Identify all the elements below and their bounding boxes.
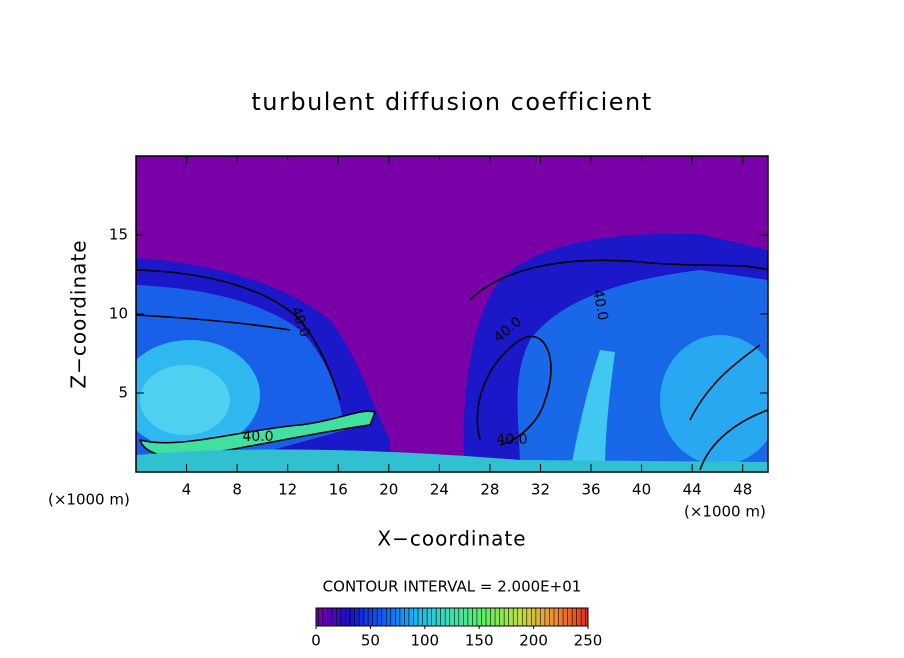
x-unit-label: (×1000 m) (48, 491, 130, 509)
colorbar-tick-label: 250 (574, 632, 603, 650)
contour-interval: CONTOUR INTERVAL = 2.000E+01 (323, 578, 582, 596)
field-region (660, 335, 768, 465)
x-tick-label: 20 (379, 481, 398, 499)
x-tick-label: 4 (182, 481, 192, 499)
field-region (570, 350, 615, 472)
x-tick-label: 36 (581, 481, 600, 499)
colorbar-tick-label: 150 (465, 632, 494, 650)
colorbar-tick-label: 50 (361, 632, 380, 650)
field-region (140, 365, 230, 435)
x-tick-label: 44 (683, 481, 702, 499)
contour-label: 40.0 (589, 288, 610, 321)
y-axis-label: Z−coordinate (67, 239, 91, 388)
contour-lines (136, 259, 768, 471)
colorbar-tick-label: 0 (311, 632, 321, 650)
contour-label: 40.0 (496, 432, 527, 448)
x-tick-label: 12 (278, 481, 297, 499)
colorbar (315, 607, 589, 627)
y-tick-label: 10 (109, 305, 128, 323)
x-tick-label: 24 (430, 481, 449, 499)
x-tick-label: 48 (733, 481, 752, 499)
x-tick-label: 28 (480, 481, 499, 499)
x-tick-label: 16 (329, 481, 348, 499)
contour-label: 40.0 (242, 429, 273, 445)
colorbar-tick-label: 100 (410, 632, 439, 650)
y-tick-label: 5 (118, 384, 128, 402)
field-region (136, 449, 768, 472)
colorbar-tick-label: 200 (519, 632, 548, 650)
x-unit-label: (×1000 m) (684, 503, 766, 521)
x-axis-label: X−coordinate (377, 527, 526, 551)
field (136, 156, 768, 472)
x-tick-label: 8 (232, 481, 242, 499)
chart-title: turbulent diffusion coefficient (251, 88, 652, 116)
x-tick-label: 32 (531, 481, 550, 499)
y-tick-label: 15 (109, 226, 128, 244)
x-tick-label: 40 (632, 481, 651, 499)
